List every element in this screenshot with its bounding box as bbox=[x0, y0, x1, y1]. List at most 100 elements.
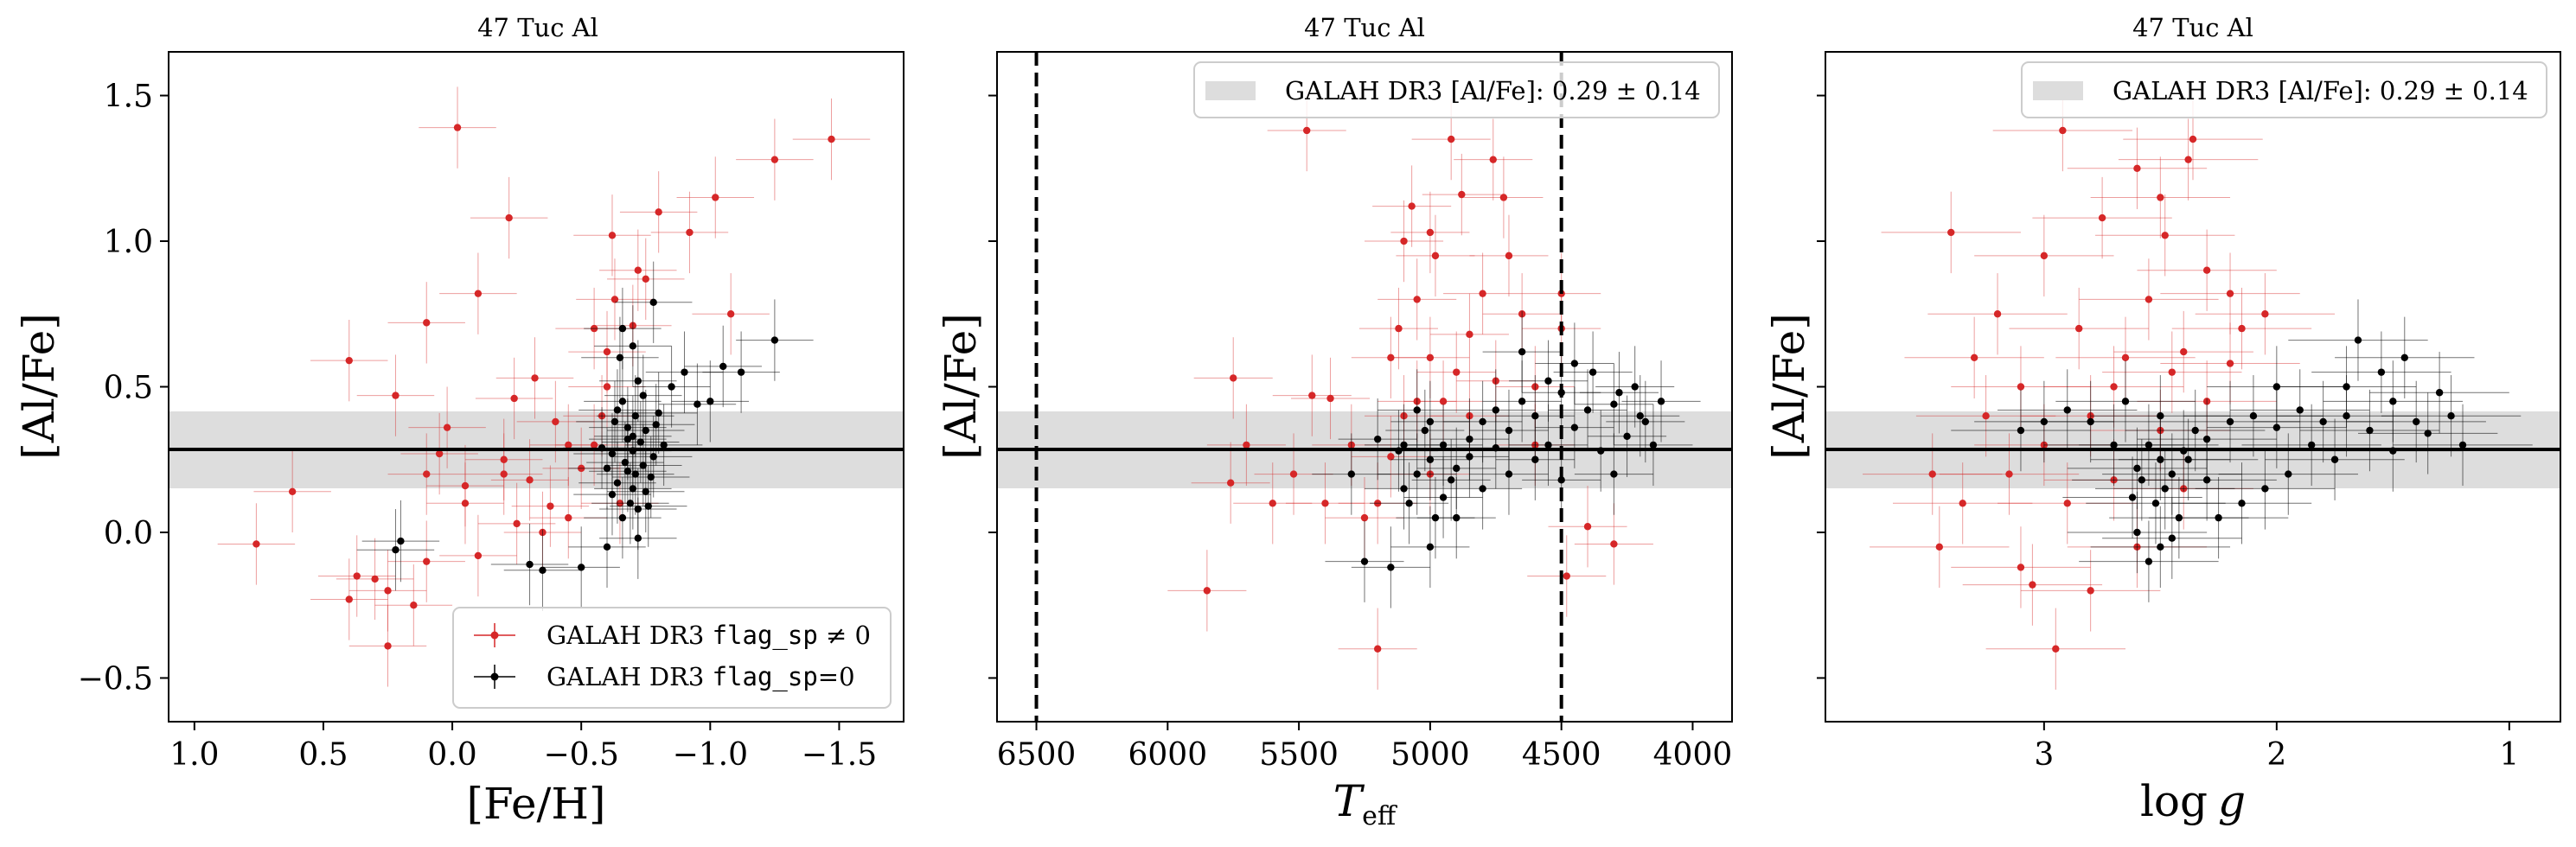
legend: GALAH DR3 [Al/Fe]: 0.29 ± 0.14 bbox=[2021, 61, 2547, 118]
data-point bbox=[599, 340, 677, 422]
data-point bbox=[253, 450, 331, 532]
data-point bbox=[602, 401, 680, 483]
data-point bbox=[671, 360, 750, 443]
data-point bbox=[792, 98, 871, 181]
data-point bbox=[1974, 214, 2114, 297]
data-point bbox=[542, 526, 620, 608]
data-point bbox=[1863, 433, 2003, 515]
data-point bbox=[2090, 506, 2231, 588]
data-point bbox=[2079, 520, 2219, 602]
data-point bbox=[584, 360, 662, 443]
data-point bbox=[387, 520, 465, 602]
x-tick-label: 6500 bbox=[997, 737, 1077, 773]
data-point bbox=[624, 404, 703, 487]
data-point bbox=[2393, 404, 2533, 487]
legend-marker bbox=[490, 631, 499, 640]
x-tick-label: 4000 bbox=[1653, 737, 1733, 773]
data-point bbox=[1904, 316, 2044, 398]
data-point bbox=[490, 523, 569, 606]
data-point bbox=[2079, 258, 2219, 341]
data-point bbox=[495, 337, 574, 419]
data-point bbox=[419, 86, 496, 169]
data-point bbox=[2125, 389, 2266, 472]
data-point bbox=[1527, 535, 1607, 617]
panel-feh: 47 Tuc Al 1.0 0.5 0.0 −0.5 −1.0 −1.5 −0.5 0.0 0… bbox=[14, 13, 904, 829]
data-point bbox=[361, 500, 440, 583]
data-point bbox=[658, 363, 737, 445]
series-flag-zero bbox=[1312, 310, 1701, 608]
data-point bbox=[1601, 375, 1680, 457]
data-point bbox=[470, 176, 548, 259]
legend-marker bbox=[490, 672, 499, 681]
data-point bbox=[692, 273, 770, 355]
data-point bbox=[439, 514, 517, 597]
data-point bbox=[617, 384, 695, 466]
vertical-dashed-lines bbox=[1034, 52, 1563, 722]
data-point bbox=[2276, 346, 2417, 428]
x-tick-label: 5500 bbox=[1259, 737, 1339, 773]
data-point bbox=[1614, 404, 1693, 487]
data-point bbox=[573, 412, 651, 495]
x-tick-label: 3 bbox=[2034, 737, 2054, 773]
data-point bbox=[568, 506, 646, 588]
data-point bbox=[581, 316, 659, 398]
data-point bbox=[2102, 497, 2242, 579]
data-point bbox=[2171, 462, 2312, 544]
x-ticks: 3 2 1 bbox=[2034, 722, 2519, 773]
legend-label: GALAH DR3 flag_sp=0 bbox=[547, 662, 855, 692]
data-point bbox=[356, 354, 435, 436]
data-point bbox=[1881, 191, 2021, 274]
data-point bbox=[1454, 118, 1533, 201]
data-point bbox=[1429, 293, 1509, 376]
y-ticks bbox=[1817, 94, 1825, 679]
data-point bbox=[490, 439, 569, 521]
data-point bbox=[426, 462, 504, 544]
data-point bbox=[584, 476, 662, 559]
data-point bbox=[387, 282, 465, 364]
data-point bbox=[1985, 608, 2125, 690]
data-point bbox=[1272, 354, 1352, 436]
data-point bbox=[1443, 448, 1523, 530]
data-point bbox=[1464, 156, 1544, 239]
data-point bbox=[310, 558, 388, 640]
legend-box bbox=[2021, 61, 2547, 118]
data-point bbox=[568, 310, 646, 393]
data-point bbox=[1535, 322, 1614, 404]
legend: GALAH DR3 [Al/Fe]: 0.29 ± 0.14 bbox=[1193, 61, 1720, 118]
data-point bbox=[2109, 476, 2249, 559]
x-ticks: 6500 6000 5500 5000 4500 4000 bbox=[997, 722, 1733, 773]
data-point bbox=[336, 538, 414, 621]
data-point bbox=[2067, 491, 2208, 574]
data-point bbox=[1291, 357, 1371, 440]
data-point bbox=[676, 156, 755, 239]
legend-label: GALAH DR3 [Al/Fe]: 0.29 ± 0.14 bbox=[1285, 76, 1701, 105]
data-point bbox=[619, 171, 698, 253]
data-point bbox=[594, 305, 672, 387]
data-point bbox=[2357, 392, 2498, 474]
data-point bbox=[1927, 273, 2068, 355]
data-point bbox=[589, 398, 667, 481]
data-point bbox=[374, 564, 453, 646]
x-axis-label: [Fe/H] bbox=[466, 779, 605, 829]
data-point bbox=[217, 503, 296, 585]
x-tick-label: 4500 bbox=[1522, 737, 1601, 773]
legend-label: GALAH DR3 [Al/Fe]: 0.29 ± 0.14 bbox=[2113, 76, 2528, 105]
data-point bbox=[475, 357, 553, 440]
data-point bbox=[684, 325, 762, 408]
data-point bbox=[2335, 316, 2475, 398]
data-point bbox=[2090, 375, 2231, 457]
data-point bbox=[591, 462, 669, 544]
data-point bbox=[1951, 389, 2091, 472]
data-point bbox=[2137, 439, 2277, 521]
data-point bbox=[650, 191, 729, 274]
data-point bbox=[2137, 229, 2277, 311]
data-point bbox=[1574, 503, 1653, 585]
legend-swatch bbox=[1205, 81, 1256, 100]
series-flag-nonzero bbox=[217, 86, 871, 687]
data-point bbox=[2095, 194, 2235, 277]
data-point bbox=[1167, 550, 1247, 632]
data-point bbox=[464, 418, 543, 500]
series-flag-zero bbox=[356, 261, 814, 611]
legend: GALAH DR3 flag_sp ≠ 0 GALAH DR3 flag_sp=… bbox=[452, 607, 892, 709]
